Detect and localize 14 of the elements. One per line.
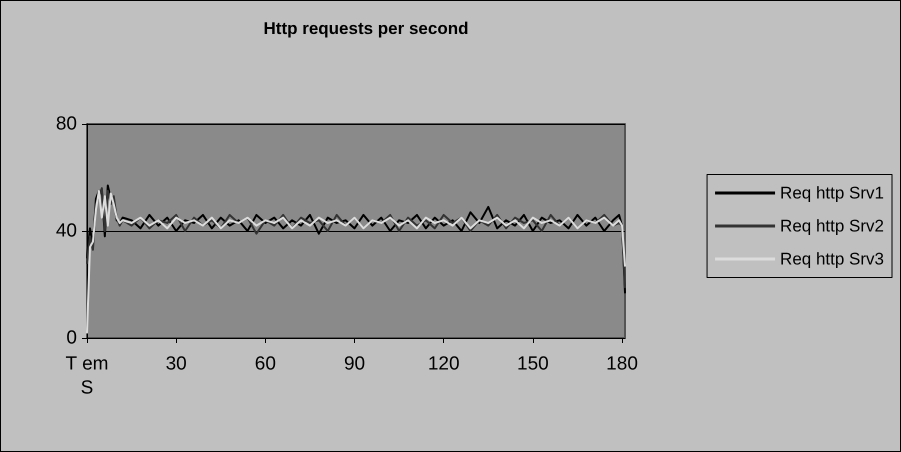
y-tick-label: 80: [56, 114, 77, 134]
x-tick-label: 180: [606, 354, 638, 374]
x-tick-label: 90: [344, 354, 366, 374]
legend-label: Req http Srv2: [780, 216, 884, 236]
x-tick-label: 120: [428, 354, 460, 374]
x-tick-label: 60: [254, 354, 276, 374]
legend-label: Req http Srv3: [780, 250, 884, 268]
legend-label: Req http Srv1: [780, 184, 884, 202]
y-tick-label: 0: [66, 328, 77, 348]
chart-title: Http requests per second: [264, 19, 468, 38]
x-tick-label: 30: [166, 354, 187, 374]
x-tick-label: T em S: [66, 354, 108, 398]
y-tick-label: 40: [56, 220, 77, 242]
x-tick-label: 150: [517, 354, 549, 374]
